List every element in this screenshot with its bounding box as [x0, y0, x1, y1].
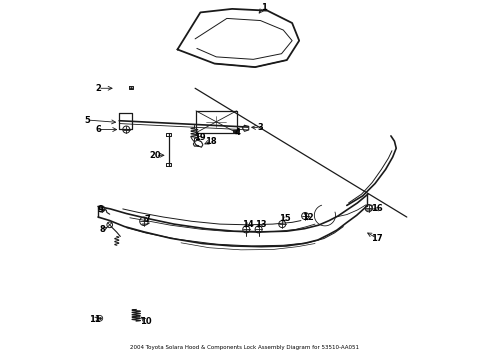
Text: 11: 11	[88, 315, 100, 324]
Text: 8: 8	[100, 225, 105, 234]
Text: 10: 10	[140, 317, 151, 325]
Text: 1: 1	[261, 3, 266, 12]
Text: 9: 9	[98, 206, 103, 215]
Text: 12: 12	[302, 213, 313, 222]
Text: 7: 7	[144, 215, 150, 224]
Text: 3: 3	[257, 123, 263, 132]
Text: 14: 14	[242, 220, 253, 229]
Text: 2004 Toyota Solara Hood & Components Lock Assembly Diagram for 53510-AA051: 2004 Toyota Solara Hood & Components Loc…	[130, 345, 358, 350]
Text: 2: 2	[95, 84, 101, 93]
Text: 16: 16	[370, 204, 382, 213]
Text: 20: 20	[149, 151, 161, 160]
Text: 15: 15	[279, 214, 290, 223]
Text: 19: 19	[193, 133, 205, 142]
Text: 6: 6	[95, 125, 101, 134]
Text: 18: 18	[205, 137, 216, 146]
Text: 13: 13	[254, 220, 265, 229]
Text: 4: 4	[234, 128, 240, 137]
Text: 5: 5	[84, 116, 90, 125]
Text: 17: 17	[370, 234, 382, 243]
